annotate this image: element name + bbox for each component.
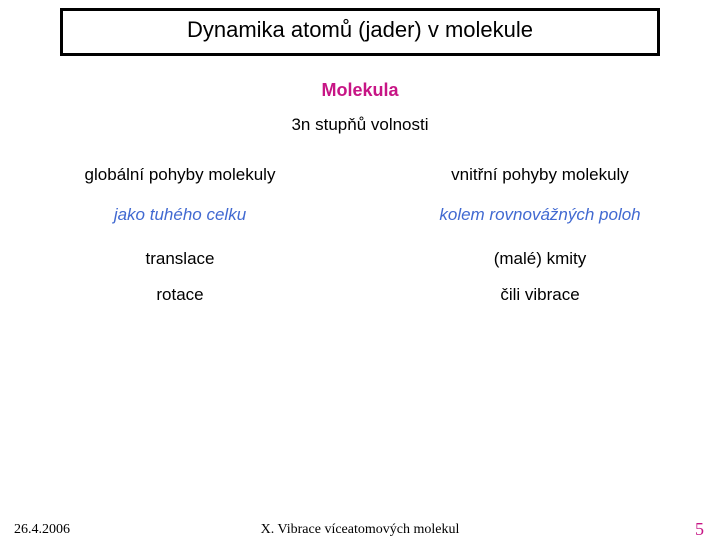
right-heading: vnitřní pohyby molekuly: [360, 165, 720, 185]
left-item-2: rotace: [0, 285, 360, 305]
left-column: globální pohyby molekuly jako tuhého cel…: [0, 165, 360, 305]
right-column: vnitřní pohyby molekuly kolem rovnovážný…: [360, 165, 720, 305]
left-heading: globální pohyby molekuly: [0, 165, 360, 185]
title-box: Dynamika atomů (jader) v molekule: [60, 8, 660, 56]
footer-page-number: 5: [695, 519, 704, 540]
footer-center: X. Vibrace víceatomových molekul: [0, 522, 720, 538]
heading-molekula: Molekula: [0, 80, 720, 101]
left-item-1: translace: [0, 249, 360, 269]
heading-dof: 3n stupňů volnosti: [0, 115, 720, 135]
right-item-2: čili vibrace: [360, 285, 720, 305]
center-block: Molekula 3n stupňů volnosti: [0, 80, 720, 135]
left-subheading: jako tuhého celku: [0, 205, 360, 225]
right-subheading: kolem rovnovážných poloh: [360, 205, 720, 225]
right-item-1: (malé) kmity: [360, 249, 720, 269]
two-column-layout: globální pohyby molekuly jako tuhého cel…: [0, 165, 720, 305]
slide-title: Dynamika atomů (jader) v molekule: [187, 17, 533, 42]
